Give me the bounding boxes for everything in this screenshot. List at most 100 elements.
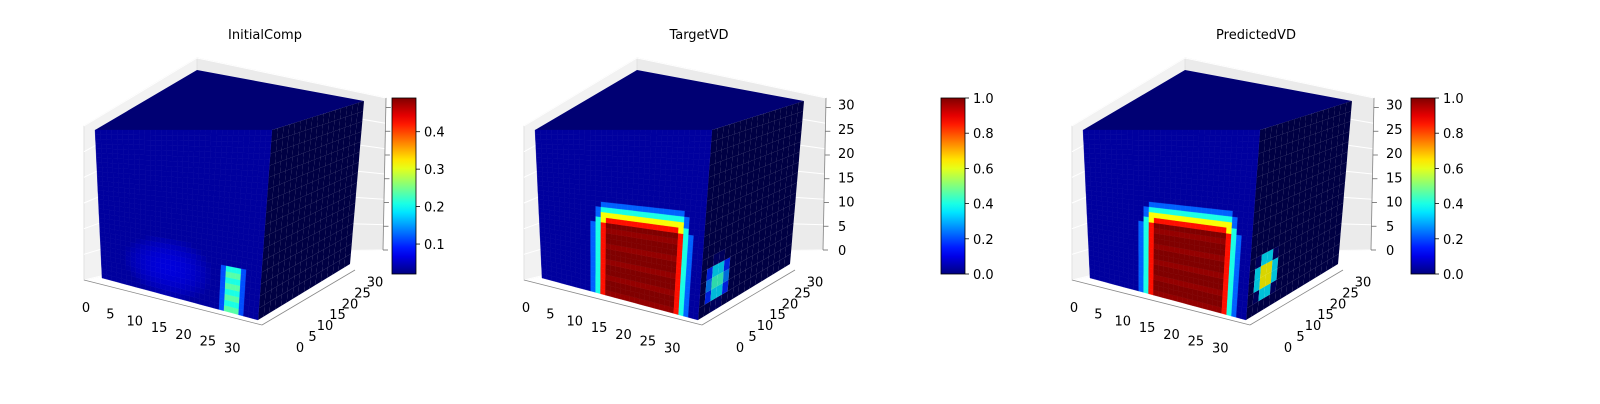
front-voxel (209, 157, 216, 164)
side-voxel (779, 116, 786, 130)
side-voxel (1315, 193, 1322, 207)
front-voxel (696, 194, 703, 201)
front-voxel (1148, 237, 1155, 244)
front-voxel (1219, 260, 1225, 268)
front-voxel (553, 191, 560, 198)
front-voxel (552, 153, 559, 159)
front-voxel (263, 159, 270, 166)
front-voxel (1089, 153, 1096, 159)
front-voxel (1242, 217, 1249, 225)
front-voxel (111, 139, 118, 145)
front-voxel (595, 221, 602, 228)
side-voxel (318, 166, 326, 180)
front-voxel (542, 185, 549, 192)
side-voxel (723, 191, 730, 206)
side-voxel (324, 163, 331, 177)
front-voxel (1225, 152, 1232, 159)
side-voxel (298, 141, 305, 155)
side-voxel (338, 198, 345, 212)
front-voxel (628, 129, 635, 136)
front-voxel (1222, 192, 1229, 199)
side-voxel (1330, 216, 1337, 230)
front-voxel (685, 199, 692, 206)
front-voxel (657, 224, 664, 232)
front-voxel (172, 145, 178, 152)
front-voxel (1143, 170, 1150, 177)
side-voxel (713, 173, 720, 187)
front-voxel (202, 216, 208, 224)
side-voxel (1258, 208, 1266, 223)
front-voxel (1154, 160, 1161, 167)
front-voxel (590, 160, 596, 166)
side-voxel (1334, 164, 1341, 178)
front-voxel (217, 235, 223, 243)
front-voxel (1107, 230, 1114, 237)
front-voxel (1148, 201, 1155, 208)
front-voxel (685, 193, 692, 200)
front-voxel (257, 247, 264, 255)
front-voxel (1169, 209, 1176, 216)
side-voxel (1255, 254, 1262, 270)
front-voxel (161, 129, 168, 136)
front-voxel (1229, 256, 1236, 264)
side-voxel (276, 205, 284, 220)
front-voxel (1143, 185, 1150, 192)
side-voxel (740, 258, 747, 274)
front-voxel (644, 146, 651, 153)
front-voxel (623, 135, 630, 141)
side-voxel (791, 172, 798, 186)
front-voxel (543, 213, 550, 220)
x-tick-label: 5 (1094, 308, 1102, 323)
front-voxel (1185, 200, 1192, 207)
front-voxel (611, 176, 618, 183)
front-voxel (171, 202, 177, 209)
front-voxel (579, 149, 586, 156)
front-voxel (1082, 129, 1089, 135)
front-voxel (661, 253, 667, 261)
side-voxel (285, 234, 292, 249)
front-voxel (600, 216, 607, 223)
front-voxel (1193, 129, 1200, 136)
front-voxel (1247, 147, 1254, 154)
front-voxel (666, 259, 672, 267)
side-voxel (293, 197, 301, 212)
front-voxel (595, 211, 602, 218)
front-voxel (1243, 271, 1250, 279)
front-voxel (198, 183, 204, 191)
side-voxel (743, 214, 751, 229)
front-voxel (606, 160, 613, 167)
side-voxel (1264, 138, 1271, 152)
front-voxel (1201, 196, 1208, 203)
front-voxel (1170, 172, 1177, 179)
front-voxel (1216, 208, 1223, 216)
front-voxel (1206, 196, 1213, 204)
front-voxel (691, 176, 698, 183)
side-voxel (749, 212, 756, 226)
colorbar-tick-label: 0.4 (424, 126, 445, 141)
front-voxel (628, 156, 634, 163)
front-voxel (187, 172, 194, 179)
front-voxel (1122, 218, 1129, 225)
front-voxel (1213, 169, 1220, 176)
front-voxel (684, 210, 691, 218)
side-voxel (322, 185, 330, 199)
front-voxel (584, 144, 591, 151)
front-voxel (133, 149, 140, 155)
side-voxel (721, 291, 728, 306)
front-voxel (192, 194, 199, 201)
front-voxel (236, 255, 243, 263)
front-voxel (1191, 173, 1198, 180)
front-voxel (643, 189, 649, 196)
front-voxel (1230, 158, 1237, 165)
side-voxel (781, 226, 788, 240)
x-tick-label: 5 (106, 308, 114, 323)
front-voxel (540, 134, 547, 140)
front-voxel (1086, 213, 1093, 219)
side-voxel (1265, 193, 1272, 208)
side-voxel (1333, 115, 1340, 128)
front-voxel (622, 177, 629, 184)
side-voxel (758, 238, 765, 253)
grid-line (1071, 57, 1375, 127)
side-voxel (727, 211, 734, 226)
front-voxel (96, 157, 103, 163)
